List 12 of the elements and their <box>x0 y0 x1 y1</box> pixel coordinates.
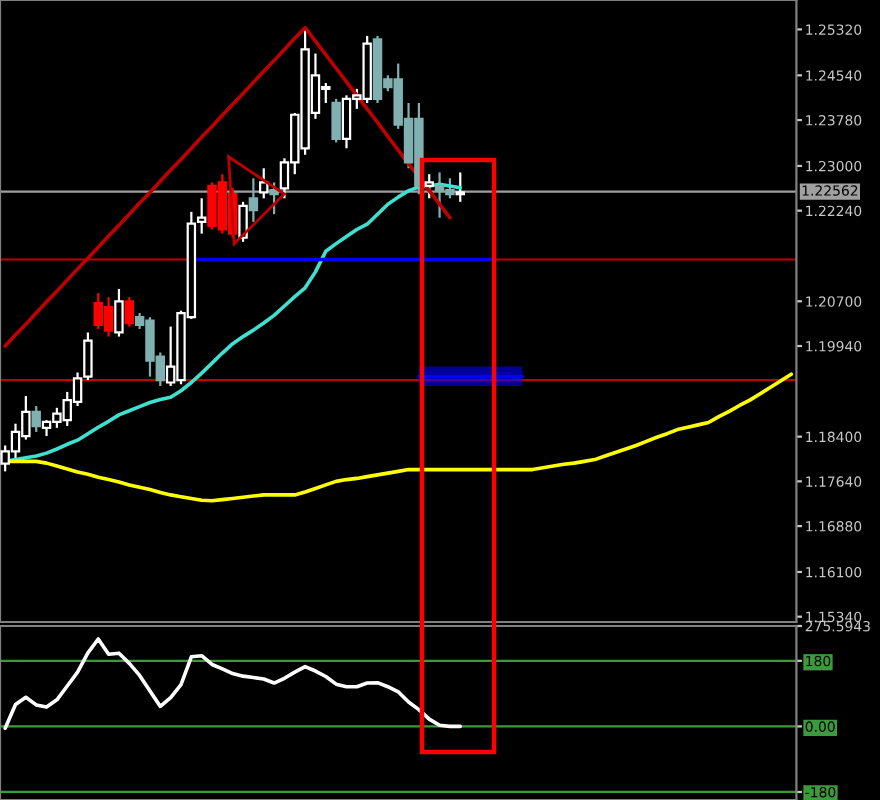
candlestick <box>248 177 259 223</box>
candlestick <box>196 197 207 235</box>
candlestick <box>331 97 341 144</box>
candlestick <box>114 287 124 338</box>
candlestick <box>31 404 41 434</box>
candlestick <box>259 167 269 200</box>
line-series <box>3 637 463 731</box>
candlestick <box>124 296 135 328</box>
candlestick <box>238 200 248 243</box>
candlestick <box>424 173 434 200</box>
candlestick <box>455 171 465 203</box>
candlestick <box>269 181 279 216</box>
